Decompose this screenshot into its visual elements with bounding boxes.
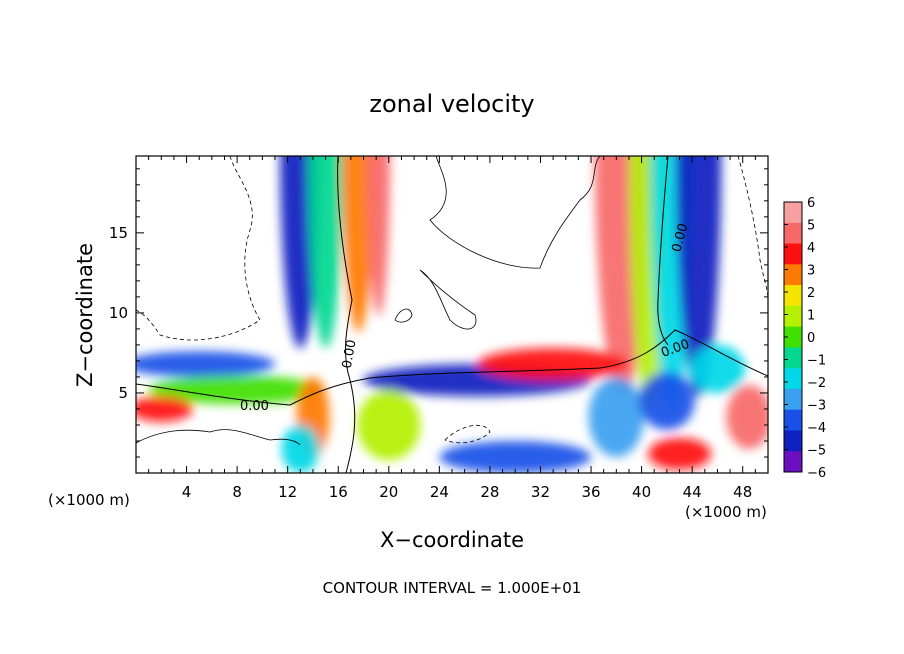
y-tick-label: 10: [109, 304, 128, 322]
x-tick-label: 20: [379, 483, 398, 501]
contour-label: 0.00: [669, 222, 691, 254]
thin-contour-top: [429, 156, 601, 269]
colorbar-segment: [784, 222, 802, 245]
contour-labels: 0.00 0.00 0.00 0.00: [240, 222, 692, 414]
colorbar-label: 6: [807, 196, 815, 211]
colorbar-segment: [784, 368, 802, 390]
velocity-field: [136, 156, 768, 473]
field-blob: [647, 437, 712, 470]
colorbar-label: −5: [807, 444, 826, 459]
y-axis: 5 10 15: [109, 168, 768, 458]
field-blob: [307, 156, 344, 349]
contour-lines: [136, 156, 768, 473]
colorbar-segment: [784, 285, 802, 307]
field-blob: [588, 376, 645, 457]
y-axis-label: Z−coordinate: [73, 243, 97, 387]
colorbar-segment: [784, 347, 802, 369]
x-tick-label: 8: [232, 483, 242, 501]
field-blob: [148, 375, 326, 405]
colorbar-label: 5: [807, 219, 815, 234]
field-blob: [689, 344, 746, 393]
field-blob: [675, 156, 722, 397]
zero-contour-vertical-right: [657, 156, 669, 346]
field-blob: [357, 389, 421, 461]
field-blob: [639, 372, 695, 430]
zero-contour-left: [136, 329, 768, 406]
contour-label: 0.00: [240, 399, 269, 414]
colorbar-label: 0: [807, 331, 815, 346]
y-tick-label: 5: [118, 384, 128, 402]
colorbar-segment: [784, 305, 802, 328]
x-unit-label-left: (×1000 m): [48, 491, 130, 509]
dashed-contour-right: [737, 156, 768, 301]
colorbar-label: −2: [807, 376, 826, 391]
chart-title: zonal velocity: [369, 90, 534, 118]
colorbar-segment: [784, 202, 802, 224]
colorbar-label: 1: [807, 309, 815, 324]
field-blob: [136, 396, 193, 422]
field-blob: [726, 384, 768, 449]
colorbar-label: −6: [807, 466, 826, 481]
x-tick-label: 16: [329, 483, 348, 501]
dashed-contour-left: [136, 156, 261, 341]
field-blob: [342, 156, 375, 333]
field-blob: [367, 156, 391, 317]
x-tick-label: 44: [683, 483, 702, 501]
x-tick-label: 4: [182, 483, 192, 501]
colorbar-label: 3: [807, 264, 815, 279]
field-blob: [439, 440, 592, 473]
x-tick-label: 48: [733, 483, 752, 501]
dashed-contour-lower: [444, 424, 491, 444]
zero-contour-vertical-left: [337, 156, 356, 473]
colorbar-segment: [784, 430, 802, 452]
x-tick-label: 36: [581, 483, 600, 501]
thin-contour-small: [394, 308, 413, 323]
colorbar-segment: [784, 409, 802, 431]
x-axis-label: X−coordinate: [380, 528, 524, 552]
contour-label: 0.00: [340, 339, 360, 370]
colorbar-label: −3: [807, 399, 826, 414]
x-tick-label: 32: [531, 483, 550, 501]
colorbar-segment: [784, 451, 802, 473]
colorbar-label: 2: [807, 286, 815, 301]
field-blob: [477, 348, 629, 381]
x-axis: 4 8 12 16 20 24 28 32 36 40 44 48: [148, 156, 756, 501]
colorbar-segment: [784, 243, 802, 265]
colorbar: 6 5 4 3 2 1 0 −1 −2 −3 −4 −5 −6: [783, 196, 826, 481]
x-unit-label-right: (×1000 m): [685, 503, 767, 521]
colorbar-label: 4: [807, 241, 815, 256]
x-tick-label: 12: [278, 483, 297, 501]
colorbar-segment: [784, 388, 802, 411]
contour-interval-note: CONTOUR INTERVAL = 1.000E+01: [323, 579, 582, 597]
colorbar-segment: [784, 326, 802, 348]
thin-contour-lower-left: [136, 429, 301, 446]
colorbar-label: −4: [807, 421, 826, 436]
x-tick-label: 28: [480, 483, 499, 501]
thin-contour-island: [419, 269, 477, 330]
colorbar-label: −1: [807, 354, 826, 369]
x-tick-label: 40: [632, 483, 651, 501]
x-tick-label: 24: [430, 483, 449, 501]
colorbar-segment: [784, 264, 802, 286]
field-blob: [136, 351, 276, 377]
field-blob: [281, 424, 320, 473]
y-tick-label: 15: [109, 224, 128, 242]
